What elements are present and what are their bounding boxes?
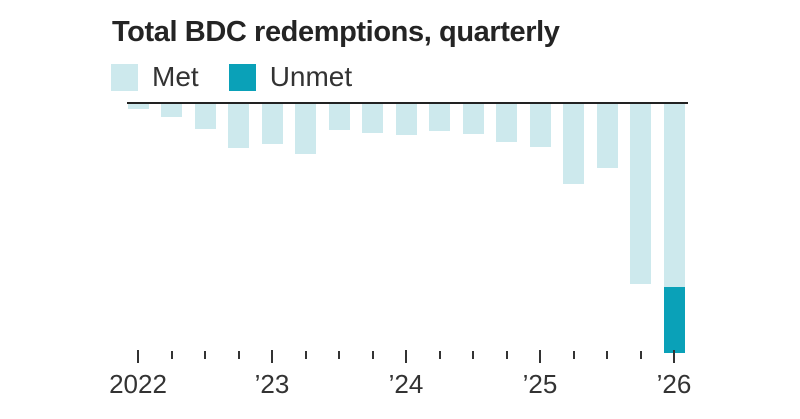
bar-segment-met-q4-2022: [228, 104, 249, 148]
major-tick-q1-2026: [673, 350, 675, 363]
x-axis-label-0: 2022: [109, 369, 167, 399]
minor-tick-q2-2024: [438, 351, 441, 359]
minor-tick-q3-2023: [338, 351, 340, 359]
bar-segment-met-q1-2026: [663, 104, 685, 287]
bar-segment-met-q1-2023: [261, 104, 283, 144]
bar-segment-met-q4-2025: [630, 104, 651, 284]
minor-tick-q3-2024: [472, 351, 474, 359]
bar-segment-met-q1-2022: [127, 104, 149, 109]
minor-tick-q2-2022: [170, 351, 173, 359]
unmet-label: Unmet: [269, 61, 353, 92]
major-tick-q1-2023: [271, 350, 273, 363]
minor-tick-q4-2024: [505, 351, 508, 359]
met-label: Met: [152, 61, 199, 92]
bar-segment-unmet-q1-2026: [663, 287, 685, 353]
bar-segment-met-q4-2024: [496, 104, 517, 142]
bar-segment-met-q3-2025: [596, 104, 618, 168]
minor-tick-q3-2025: [606, 351, 608, 359]
bar-segment-met-q2-2024: [429, 104, 450, 131]
bar-segment-met-q3-2023: [328, 104, 350, 130]
minor-tick-q4-2023: [371, 351, 374, 359]
bar-segment-met-q1-2025: [529, 104, 551, 147]
x-axis-label-16: ’26: [656, 369, 692, 399]
legend-item-met: Met: [111, 61, 199, 93]
bar-segment-met-q3-2022: [194, 104, 216, 129]
bar-segment-met-q4-2023: [362, 104, 383, 133]
minor-tick-q4-2025: [639, 351, 642, 359]
major-tick-q1-2024: [405, 350, 407, 363]
major-tick-q1-2022: [137, 350, 139, 363]
bar-segment-met-q3-2024: [462, 104, 484, 134]
met-swatch-icon: [111, 63, 138, 91]
bar-segment-met-q2-2025: [563, 104, 584, 184]
x-axis-label-8: ’24: [388, 369, 424, 399]
zero-baseline: [127, 102, 688, 104]
minor-tick-q4-2022: [237, 351, 240, 359]
x-axis-label-12: ’25: [522, 369, 558, 399]
minor-tick-q3-2022: [204, 351, 206, 359]
chart-title: Total BDC redemptions, quarterly: [112, 16, 560, 48]
legend: Met Unmet: [111, 61, 352, 93]
bar-segment-met-q2-2022: [161, 104, 182, 117]
minor-tick-q2-2025: [572, 351, 575, 359]
x-axis-label-4: ’23: [254, 369, 290, 399]
bar-segment-met-q2-2023: [295, 104, 316, 154]
unmet-swatch-icon: [228, 63, 256, 91]
minor-tick-q2-2023: [304, 351, 307, 359]
legend-item-unmet: Unmet: [228, 61, 353, 93]
major-tick-q1-2025: [539, 350, 541, 363]
bar-segment-met-q1-2024: [395, 104, 417, 135]
